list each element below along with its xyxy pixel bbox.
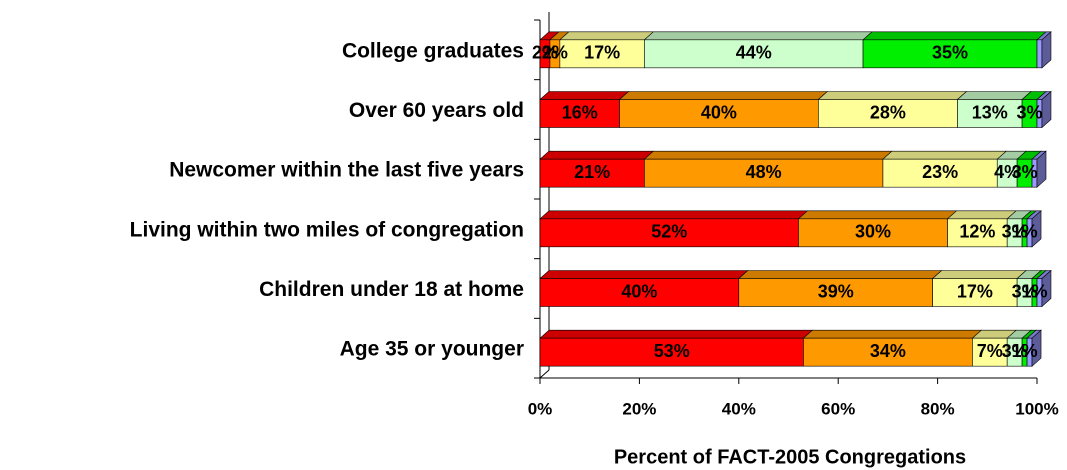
x-tick-label: 0%	[528, 399, 553, 418]
value-label: 16%	[562, 102, 598, 122]
bar-end	[1041, 269, 1052, 308]
value-label: 28%	[870, 102, 906, 122]
bar-top	[817, 91, 968, 100]
floor-edge	[539, 369, 550, 379]
bar	[862, 39, 1038, 69]
value-label: 13%	[972, 102, 1008, 122]
x-tick-label: 60%	[821, 399, 855, 418]
bar-end	[1041, 31, 1052, 69]
bar-end	[1031, 329, 1042, 367]
value-label: 2%	[532, 43, 558, 63]
x-tick-label: 20%	[622, 399, 656, 418]
bar-top	[559, 31, 655, 41]
bar-end	[1041, 90, 1052, 129]
bar	[539, 278, 740, 307]
bar	[803, 337, 973, 367]
bar	[947, 218, 1008, 248]
category-label: College graduates	[342, 39, 524, 62]
bar-top	[539, 210, 809, 220]
category-label: Living within two miles of congregation	[130, 218, 524, 241]
value-label: 7%	[977, 341, 1003, 361]
bar	[818, 99, 958, 128]
value-label: 21%	[574, 162, 610, 182]
x-tick-label: 80%	[921, 399, 955, 418]
bar	[972, 337, 1008, 367]
bar-top	[539, 270, 749, 279]
x-tick-label: 100%	[1015, 399, 1058, 418]
value-label: 1%	[1022, 281, 1048, 301]
value-label: 3%	[1002, 341, 1028, 361]
bar	[932, 278, 1018, 307]
value-label: 3%	[1012, 281, 1038, 301]
value-label: 4%	[994, 162, 1020, 182]
value-label: 2%	[542, 43, 568, 63]
value-label: 35%	[932, 43, 968, 63]
bar	[644, 39, 864, 69]
category-label: Newcomer within the last five years	[169, 159, 524, 182]
bar-top	[643, 31, 873, 41]
bar-top	[539, 91, 630, 100]
value-label: 3%	[1002, 222, 1028, 242]
value-label: 12%	[959, 222, 995, 242]
bar	[798, 218, 948, 248]
bar-top	[643, 150, 893, 160]
bar-top	[862, 31, 1047, 41]
bar-top	[738, 270, 943, 279]
bar	[539, 99, 620, 128]
value-label: 40%	[701, 102, 737, 122]
value-label: 52%	[651, 222, 687, 242]
value-label: 17%	[584, 43, 620, 63]
bar	[738, 278, 933, 307]
category-label: Age 35 or younger	[340, 338, 524, 361]
bar	[1036, 39, 1043, 69]
value-label: 34%	[870, 341, 906, 361]
value-label: 1%	[1012, 222, 1038, 242]
bar	[957, 99, 1023, 128]
bar-end	[1031, 210, 1042, 248]
value-label: 30%	[855, 222, 891, 242]
bar	[539, 218, 799, 248]
value-label: 40%	[621, 281, 657, 301]
bar-top	[931, 270, 1027, 279]
bar	[559, 39, 645, 69]
bar	[539, 158, 645, 188]
value-label: 39%	[818, 281, 854, 301]
value-label: 44%	[736, 43, 772, 63]
bar-top	[618, 91, 829, 100]
bar	[644, 158, 884, 188]
value-label: 17%	[957, 281, 993, 301]
bar-end	[1036, 150, 1047, 188]
bar-top	[539, 329, 814, 339]
bar-top	[882, 150, 1008, 160]
x-tick-label: 40%	[722, 399, 756, 418]
category-label: Children under 18 at home	[259, 278, 524, 301]
x-axis-label: Percent of FACT-2005 Congregations	[614, 446, 966, 468]
bar-top	[956, 91, 1032, 100]
value-label: 1%	[1012, 341, 1038, 361]
value-label: 48%	[746, 162, 782, 182]
value-label: 53%	[654, 341, 690, 361]
value-label: 3%	[1017, 102, 1043, 122]
bar	[539, 337, 804, 367]
value-label: 23%	[922, 162, 958, 182]
category-label: Over 60 years old	[349, 99, 524, 122]
bar-top	[802, 329, 983, 339]
bar-top	[946, 210, 1017, 220]
value-label: 3%	[1012, 162, 1038, 182]
bar-top	[539, 150, 655, 160]
bar-top	[797, 210, 958, 220]
